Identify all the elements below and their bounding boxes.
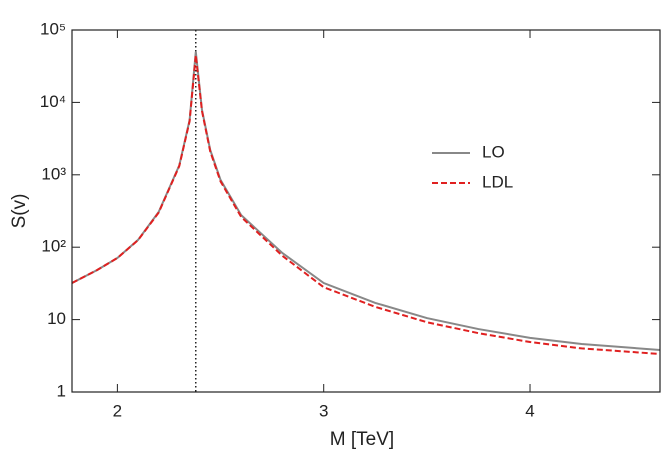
plot-frame bbox=[71, 29, 661, 393]
series-line bbox=[71, 51, 661, 352]
y-tick-label: 10 bbox=[47, 309, 66, 328]
x-tick-label: 2 bbox=[113, 401, 122, 420]
series-line bbox=[71, 54, 661, 355]
y-axis-label: S(v) bbox=[9, 194, 30, 229]
y-tick-label: 1 bbox=[57, 381, 66, 400]
legend-label: LO bbox=[482, 142, 505, 161]
x-axis-label: M [TeV] bbox=[330, 429, 394, 450]
x-tick-label: 4 bbox=[525, 401, 534, 420]
y-tick-label: 10⁴ bbox=[40, 92, 66, 111]
y-tick-label: 10⁵ bbox=[40, 19, 66, 38]
y-tick-label: 10³ bbox=[41, 164, 66, 183]
legend-label: LDL bbox=[482, 172, 513, 191]
y-tick-label: 10² bbox=[41, 237, 66, 256]
x-tick-label: 3 bbox=[319, 401, 328, 420]
